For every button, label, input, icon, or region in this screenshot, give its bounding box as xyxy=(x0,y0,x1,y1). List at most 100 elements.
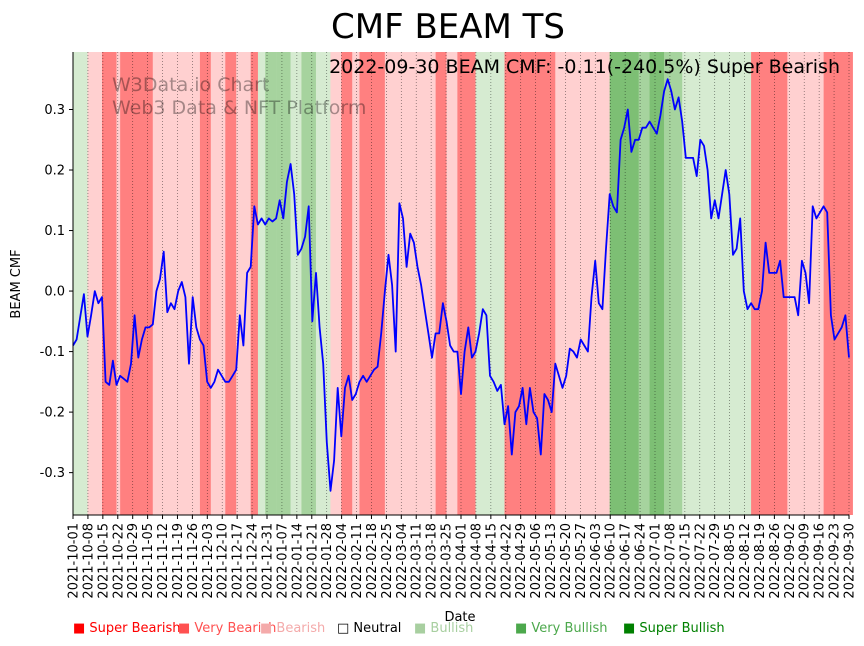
y-axis-label: BEAM CMF xyxy=(9,249,24,318)
legend-item-very-bearish: ■ Very Bearish xyxy=(178,621,277,636)
x-tick-label: 2022-07-15 xyxy=(678,523,693,599)
x-tick-label: 2022-05-13 xyxy=(544,523,559,599)
band-very-bearish xyxy=(359,52,368,515)
x-tick-label: 2022-06-03 xyxy=(589,523,604,599)
band-bearish xyxy=(555,52,610,515)
band-bearish xyxy=(787,52,824,515)
x-tick-label: 2022-09-16 xyxy=(813,523,828,599)
band-bearish xyxy=(236,52,251,515)
legend-item-super-bearish: ■ Super Bearish xyxy=(73,621,181,636)
legend-item-super-bullish: ■ Super Bullish xyxy=(623,621,725,636)
chart-title: CMF BEAM TS xyxy=(331,7,565,47)
band-super-bullish xyxy=(649,52,665,515)
x-tick-label: 2021-10-08 xyxy=(81,523,96,599)
x-tick-label: 2021-12-24 xyxy=(246,523,261,599)
band-very-bearish xyxy=(457,52,476,515)
x-tick-label: 2021-10-15 xyxy=(96,523,111,599)
legend-item-neutral: □ Neutral xyxy=(337,621,402,636)
band-bullish xyxy=(682,52,752,515)
band-very-bearish xyxy=(120,52,128,515)
y-tick-label: 0.1 xyxy=(44,224,65,239)
x-tick-label: 2022-02-25 xyxy=(380,523,395,599)
band-very-bullish xyxy=(638,52,650,515)
band-bearish xyxy=(152,52,201,515)
cmf-series-line xyxy=(72,78,850,492)
x-tick-label: 2022-07-08 xyxy=(663,523,678,599)
x-tick-label: 2022-08-12 xyxy=(738,523,753,599)
x-tick-label: 2022-07-01 xyxy=(649,523,664,599)
band-bullish xyxy=(475,52,505,515)
x-tick-label: 2022-08-05 xyxy=(723,523,738,599)
band-very-bearish xyxy=(544,52,556,515)
x-tick-label: 2022-04-08 xyxy=(469,523,484,599)
x-tick-label: 2022-01-14 xyxy=(290,523,305,599)
x-tick-label: 2021-10-22 xyxy=(111,523,126,599)
band-bullish xyxy=(290,52,302,515)
y-tick-label: -0.2 xyxy=(40,406,65,421)
x-ticks: 2021-10-01 2021-10-08 2021-10-15 2021-10-22… xyxy=(67,515,858,599)
band-very-bullish xyxy=(276,52,291,515)
x-tick-label: 2022-04-29 xyxy=(514,523,529,599)
x-tick-label: 2022-03-04 xyxy=(395,523,410,599)
x-tick-label: 2022-04-15 xyxy=(484,523,499,599)
band-very-bearish xyxy=(823,52,853,515)
band-bearish xyxy=(116,52,121,515)
x-tick-label: 2022-03-11 xyxy=(410,523,425,599)
y-tick-label: -0.3 xyxy=(40,466,65,481)
band-very-bearish xyxy=(102,52,117,515)
x-tick-label: 2022-01-07 xyxy=(275,523,290,599)
band-very-bullish xyxy=(265,52,277,515)
band-very-bearish xyxy=(250,52,259,515)
y-tick-label: -0.1 xyxy=(40,345,65,360)
y-tick-label: 0.0 xyxy=(44,285,65,300)
band-very-bearish xyxy=(199,52,212,515)
band-bullish xyxy=(315,52,331,515)
y-tick-label: 0.3 xyxy=(44,103,65,118)
x-tick-label: 2022-07-29 xyxy=(708,523,723,599)
band-bearish xyxy=(87,52,103,515)
band-bearish xyxy=(330,52,342,515)
band-very-bearish xyxy=(225,52,237,515)
legend-item-bearish: ■ Bearish xyxy=(260,621,326,636)
band-bearish xyxy=(446,52,458,515)
x-tick-label: 2022-03-18 xyxy=(425,523,440,599)
x-axis-label: Date xyxy=(444,610,475,625)
x-tick-label: 2022-02-04 xyxy=(335,523,350,599)
watermark-line-2: Web3 Data & NFT Platform xyxy=(112,97,366,119)
x-tick-label: 2022-06-17 xyxy=(619,523,634,599)
x-tick-label: 2021-12-17 xyxy=(231,523,246,599)
x-tick-label: 2021-10-29 xyxy=(126,523,141,599)
x-tick-label: 2022-02-18 xyxy=(365,523,380,599)
x-tick-label: 2022-02-11 xyxy=(350,523,365,599)
x-tick-label: 2021-12-10 xyxy=(216,523,231,599)
band-very-bearish xyxy=(341,52,353,515)
band-very-bearish xyxy=(366,52,386,515)
band-bullish xyxy=(73,52,88,515)
legend-item-very-bullish: ■ Very Bullish xyxy=(515,621,608,636)
x-tick-label: 2021-10-01 xyxy=(67,523,82,599)
x-tick-label: 2021-11-26 xyxy=(186,523,201,599)
watermark: W3Data.io Chart Web3 Data & NFT Platform xyxy=(112,74,366,119)
x-tick-label: 2021-12-03 xyxy=(201,523,216,599)
band-super-bullish xyxy=(609,52,639,515)
y-tick-label: 0.2 xyxy=(44,164,65,179)
x-tick-label: 2022-06-10 xyxy=(604,523,619,599)
band-very-bearish xyxy=(435,52,447,515)
band-bearish xyxy=(210,52,226,515)
x-tick-label: 2022-09-09 xyxy=(798,523,813,599)
band-bearish xyxy=(384,52,436,515)
x-tick-label: 2022-01-28 xyxy=(320,523,335,599)
y-ticks: -0.3 -0.2 -0.1 0.0 0.1 0.2 0.3 xyxy=(40,103,73,481)
x-tick-label: 2022-07-22 xyxy=(693,523,708,599)
x-tick-label: 2022-09-02 xyxy=(783,523,798,599)
x-tick-label: 2022-09-30 xyxy=(843,523,858,599)
x-tick-label: 2022-06-24 xyxy=(634,523,649,599)
band-very-bullish xyxy=(664,52,683,515)
x-tick-label: 2021-11-19 xyxy=(171,523,186,599)
x-tick-label: 2022-05-06 xyxy=(529,523,544,599)
watermark-line-1: W3Data.io Chart xyxy=(112,74,269,96)
x-tick-label: 2022-08-19 xyxy=(753,523,768,599)
x-tick-label: 2022-04-01 xyxy=(455,523,470,599)
x-tick-label: 2021-11-12 xyxy=(156,523,171,599)
